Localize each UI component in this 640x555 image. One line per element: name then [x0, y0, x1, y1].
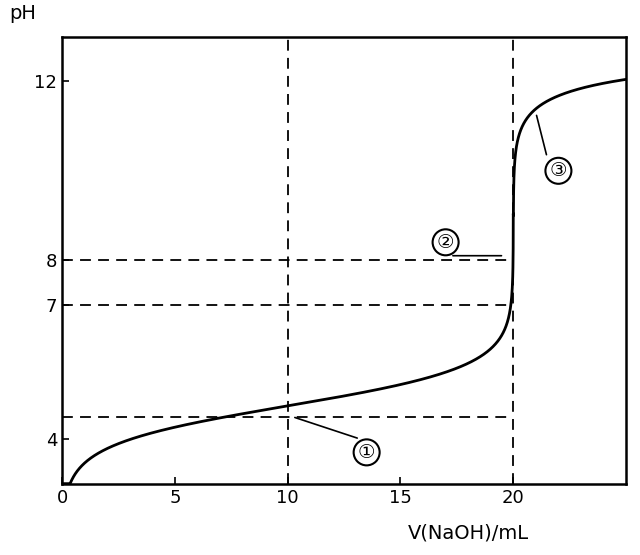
Text: ①: ① — [358, 443, 376, 462]
Text: ②: ② — [437, 233, 454, 252]
Y-axis label: pH: pH — [9, 4, 36, 23]
X-axis label: V(NaOH)/mL: V(NaOH)/mL — [408, 524, 529, 543]
Text: ③: ③ — [550, 162, 567, 180]
